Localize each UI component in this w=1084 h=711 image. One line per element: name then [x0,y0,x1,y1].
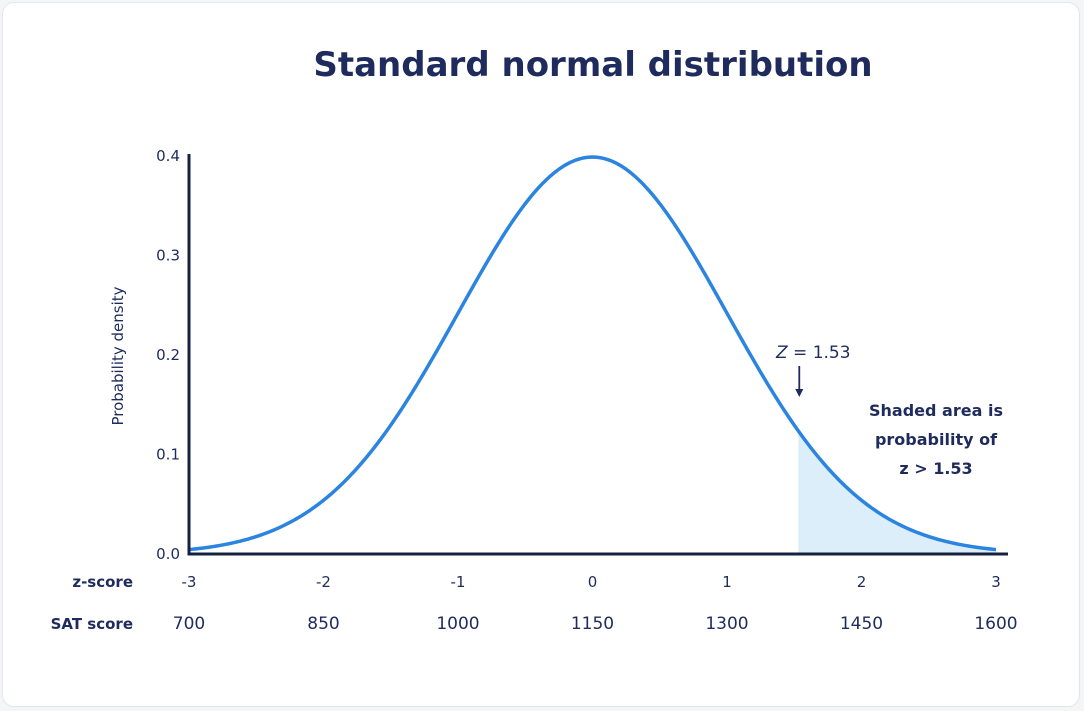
z-score-tick-label: 0 [588,573,598,591]
sat-score-tick-label: 1600 [974,614,1017,634]
y-tick-label: 0.3 [156,247,180,265]
z-marker-arrowhead [795,389,804,397]
y-tick-label: 0.2 [156,346,180,364]
z-score-tick-label: -2 [316,573,331,591]
z-score-tick-label: 1 [722,573,732,591]
sat-score-tick-label: 1450 [840,614,883,634]
pdf-curve [188,155,997,552]
chart-title: Standard normal distribution [313,45,872,85]
z-marker-label: Z = 1.53 [775,343,851,363]
y-axis-label: Probability density [109,286,127,425]
z-score-tick-label: 2 [857,573,867,591]
z-score-tick-label: -1 [451,573,466,591]
sat-score-tick-label: 850 [307,614,339,634]
shaded-area [798,430,996,554]
y-tick-labels: 0.0 0.1 0.2 0.3 0.4 [156,147,180,563]
y-tick-label: 0.4 [156,147,180,165]
sat-score-row-label: SAT score [51,615,133,633]
sat-score-tick-label: 700 [173,614,205,634]
sat-score-tick-label: 1000 [436,614,479,634]
sat-score-tick-label: 1300 [705,614,748,634]
sat-score-tick-label: 1150 [571,614,614,634]
annotation-line-1: Shaded area is [869,401,1003,420]
y-tick-label: 0.1 [156,446,180,464]
y-tick-label: 0.0 [156,545,180,563]
z-score-tick-labels: -3 -2 -1 0 1 2 3 [182,573,1001,591]
z-score-tick-label: 3 [991,573,1001,591]
annotation-line-2: probability of [875,430,998,449]
sat-score-tick-labels: 700 850 1000 1150 1300 1450 1600 [173,614,1018,634]
z-score-row-label: z-score [72,573,133,591]
z-score-tick-label: -3 [182,573,197,591]
annotation-line-3: z > 1.53 [899,459,972,478]
